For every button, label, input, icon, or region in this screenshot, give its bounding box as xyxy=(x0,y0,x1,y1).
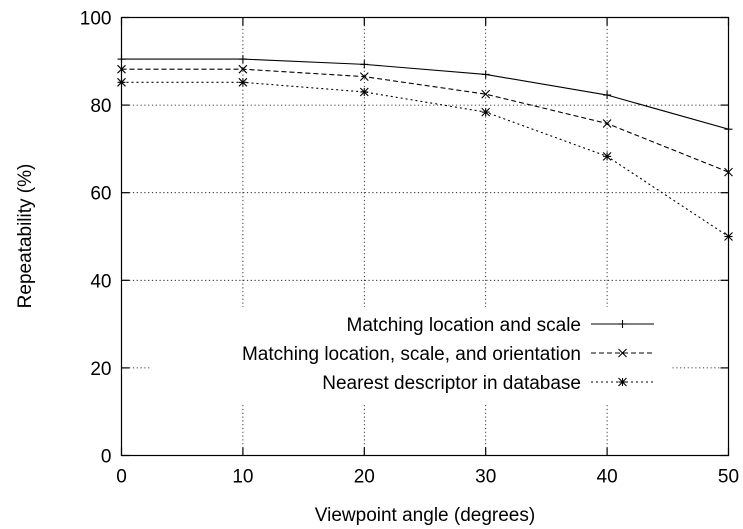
series-line-nearest-descriptor-in-database xyxy=(121,81,729,237)
y-tick-label: 20 xyxy=(90,359,111,380)
series-layer xyxy=(117,55,733,241)
y-tick-label: 100 xyxy=(80,9,112,30)
legend: Matching location and scale Matching loca… xyxy=(242,315,654,394)
x-tick-label: 10 xyxy=(232,467,253,488)
data-point-matching-location-and-scale xyxy=(238,55,247,64)
data-point-matching-location-and-scale xyxy=(724,125,733,134)
legend-background xyxy=(150,307,670,403)
data-point-nearest-descriptor-in-database xyxy=(117,77,126,87)
x-tick-label: 0 xyxy=(116,467,127,488)
x-axis-label: Viewpoint angle (degrees) xyxy=(315,505,535,526)
legend-box xyxy=(150,307,670,403)
x-tick-label: 20 xyxy=(354,467,375,488)
tick-layer: 0 10 20 30 40 50 0 20 40 60 80 100 xyxy=(80,9,739,488)
legend-label-matching-location-scale-and-orientation: Matching location, scale, and orientatio… xyxy=(242,344,581,365)
series-line-matching-location-scale-and-orientation xyxy=(121,68,729,173)
x-tick-label: 50 xyxy=(718,467,739,488)
y-tick-label: 60 xyxy=(90,184,111,205)
data-point-matching-location-and-scale xyxy=(603,91,612,100)
y-tick-label: 40 xyxy=(90,271,111,292)
y-tick-label: 0 xyxy=(101,447,112,468)
data-point-matching-location-and-scale xyxy=(481,70,490,79)
legend-marker-nearest-descriptor-in-database xyxy=(618,377,627,387)
data-point-nearest-descriptor-in-database xyxy=(724,232,733,241)
data-point-matching-location-scale-and-orientation xyxy=(117,64,126,74)
x-tick-label: 30 xyxy=(475,467,496,488)
data-point-matching-location-scale-and-orientation xyxy=(602,119,612,128)
data-point-matching-location-scale-and-orientation xyxy=(359,72,369,82)
data-point-nearest-descriptor-in-database xyxy=(359,87,369,97)
y-tick-label: 80 xyxy=(90,96,111,117)
series-line-matching-location-and-scale xyxy=(121,58,729,130)
y-axis-label: Repeatability (%) xyxy=(15,164,36,309)
legend-marker-matching-location-and-scale xyxy=(618,320,627,328)
x-tick-label: 40 xyxy=(597,467,618,488)
legend-marker-matching-location-scale-and-orientation xyxy=(618,348,627,358)
data-point-nearest-descriptor-in-database xyxy=(602,151,612,161)
data-point-matching-location-scale-and-orientation xyxy=(481,89,491,99)
data-point-nearest-descriptor-in-database xyxy=(481,107,491,117)
legend-label-matching-location-and-scale: Matching location and scale xyxy=(347,315,581,336)
legend-label-nearest-descriptor-in-database: Nearest descriptor in database xyxy=(322,373,581,394)
data-point-matching-location-scale-and-orientation xyxy=(724,167,733,177)
data-point-matching-location-scale-and-orientation xyxy=(238,64,248,74)
data-point-matching-location-and-scale xyxy=(360,60,369,69)
data-point-nearest-descriptor-in-database xyxy=(238,77,248,87)
data-point-matching-location-and-scale xyxy=(117,55,126,64)
